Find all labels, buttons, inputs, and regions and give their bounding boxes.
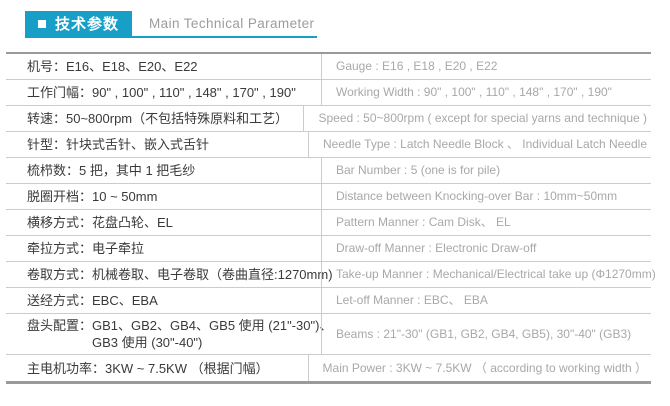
- table-row: 牵拉方式：电子牵拉 Draw-off Manner : Electronic D…: [6, 236, 651, 262]
- section-badge-label: 技术参数: [55, 16, 120, 33]
- parameters-table: 机号：E16、E18、E20、E22 Gauge : E16 , E18 , E…: [6, 52, 656, 384]
- table-row: 脱圈开档：10 ~ 50mm Distance between Knocking…: [6, 184, 651, 210]
- param-zh: 送经方式：EBC、EBA: [27, 293, 158, 308]
- param-zh: 梳栉数：5 把，其中 1 把毛纱: [27, 163, 196, 178]
- param-en: Take-up Manner : Mechanical/Electrical t…: [321, 262, 660, 287]
- param-zh-line2: GB3 使用 (30"-40"): [92, 335, 203, 350]
- param-zh: 牵拉方式：电子牵拉: [27, 241, 145, 256]
- param-zh: 主电机功率：3KW ~ 7.5KW （根据门幅）: [27, 360, 269, 376]
- param-en: Needle Type : Latch Needle Block 、 Indiv…: [308, 132, 651, 157]
- param-en: Beams : 21"-30" (GB1, GB2, GB4, GB5), 30…: [321, 314, 651, 354]
- table-row: 主电机功率：3KW ~ 7.5KW （根据门幅） Main Power : 3K…: [6, 355, 651, 381]
- param-zh: 横移方式：花盘凸轮、EL: [27, 215, 173, 230]
- param-en: Speed : 50~800rpm ( except for special y…: [303, 106, 651, 131]
- table-row: 转速：50~800rpm（不包括特殊原料和工艺） Speed : 50~800r…: [6, 106, 651, 132]
- param-en: Draw-off Manner : Electronic Draw-off: [321, 236, 651, 261]
- param-en: Working Width : 90" , 100" , 110" , 148"…: [321, 80, 651, 105]
- param-zh: 工作门幅：90" , 100" , 110" , 148" , 170" , 1…: [27, 85, 296, 100]
- param-en: Let-off Manner : EBC、 EBA: [321, 288, 651, 313]
- param-zh: 针型：针块式舌针、嵌入式舌针: [27, 137, 210, 152]
- param-zh: 盘头配置：GB1、GB2、GB4、GB5 使用 (21"-30")、 GB3 使…: [6, 314, 333, 354]
- table-row: 盘头配置：GB1、GB2、GB4、GB5 使用 (21"-30")、 GB3 使…: [6, 314, 651, 355]
- section-title: Main Technical Parameter: [149, 16, 315, 31]
- table-row: 梳栉数：5 把，其中 1 把毛纱 Bar Number : 5 (one is …: [6, 158, 651, 184]
- table-row: 针型：针块式舌针、嵌入式舌针 Needle Type : Latch Needl…: [6, 132, 651, 158]
- section-badge: 技术参数: [25, 11, 133, 36]
- table-row: 卷取方式：机械卷取、电子卷取（卷曲直径:1270mm) Take-up Mann…: [6, 262, 656, 288]
- param-en: Main Power : 3KW ~ 7.5KW （ according to …: [307, 355, 651, 381]
- param-zh: 卷取方式：机械卷取、电子卷取（卷曲直径:1270mm): [27, 267, 333, 282]
- param-zh: 转速：50~800rpm（不包括特殊原料和工艺）: [27, 111, 289, 126]
- param-zh-line1: 盘头配置：GB1、GB2、GB4、GB5 使用 (21"-30")、: [27, 318, 333, 333]
- table-row: 横移方式：花盘凸轮、EL Pattern Manner : Cam Disk、 …: [6, 210, 651, 236]
- table-row: 工作门幅：90" , 100" , 110" , 148" , 170" , 1…: [6, 80, 651, 106]
- param-zh: 机号：E16、E18、E20、E22: [27, 59, 198, 74]
- param-zh: 脱圈开档：10 ~ 50mm: [27, 189, 158, 204]
- param-en: Distance between Knocking-over Bar : 10m…: [321, 184, 651, 209]
- param-en: Gauge : E16 , E18 , E20 , E22: [321, 54, 651, 79]
- param-en: Pattern Manner : Cam Disk、 EL: [321, 210, 651, 235]
- param-en: Bar Number : 5 (one is for pile): [321, 158, 651, 183]
- square-bullet-icon: [38, 19, 46, 28]
- table-row: 送经方式：EBC、EBA Let-off Manner : EBC、 EBA: [6, 288, 651, 314]
- section-header: 技术参数 Main Technical Parameter: [25, 11, 317, 38]
- table-row: 机号：E16、E18、E20、E22 Gauge : E16 , E18 , E…: [6, 54, 651, 80]
